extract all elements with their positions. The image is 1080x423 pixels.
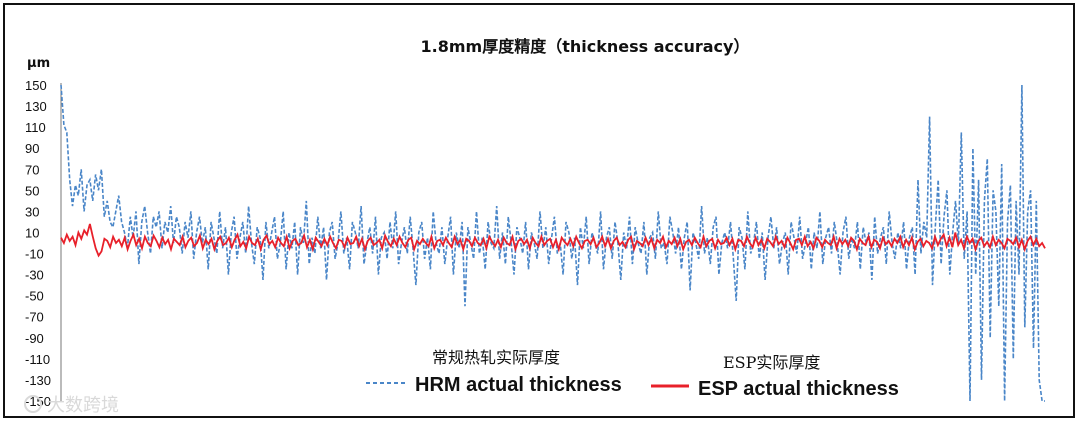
- legend-esp-cn-label: ESP实际厚度: [723, 353, 820, 372]
- y-tick-label: 50: [25, 183, 39, 198]
- y-tick-label: -90: [25, 331, 44, 346]
- series-layer: [60, 84, 1046, 402]
- legend-esp-label: ESP actual thickness: [698, 378, 899, 400]
- y-tick-label: 70: [25, 162, 39, 177]
- y-tick-label: -10: [25, 247, 44, 262]
- y-tick-label: 150: [25, 78, 47, 93]
- y-tick-label: 30: [25, 204, 39, 219]
- series-hrm-line: [60, 84, 1045, 402]
- y-tick-label: -30: [25, 268, 44, 283]
- watermark: 大数跨境: [24, 395, 119, 416]
- series-esp-line: [60, 223, 1046, 258]
- y-tick-label: -70: [25, 310, 44, 325]
- y-tick-label: 90: [25, 141, 39, 156]
- y-tick-label: 130: [25, 99, 47, 114]
- y-tick-label: -130: [25, 373, 51, 388]
- y-tick-label: -110: [25, 352, 50, 367]
- thickness-accuracy-chart: 1.8mm厚度精度（thickness accuracy） μm 1501301…: [24, 37, 1046, 416]
- legend-hrm-cn-label: 常规热轧实际厚度: [432, 348, 560, 367]
- y-tick-label: -50: [25, 289, 44, 304]
- camera-icon: [24, 395, 42, 413]
- y-tick-label: 110: [25, 120, 46, 135]
- y-axis-ticks: 150 130 110 90 70 50 30 10 -10 -30 -50 -70 -90 -110 -1…: [25, 78, 51, 409]
- y-tick-label: -150: [25, 394, 51, 409]
- chart-frame: 1.8mm厚度精度（thickness accuracy） μm 150 130 1…: [3, 3, 1075, 418]
- legend: 常规热轧实际厚度 ESP实际厚度 HRM actual thickness ES…: [366, 348, 899, 400]
- watermark-text: 大数跨境: [47, 395, 119, 416]
- chart-title: 1.8mm厚度精度（thickness accuracy）: [421, 37, 750, 56]
- y-axis-unit-label: μm: [27, 56, 50, 71]
- y-tick-label: 10: [25, 225, 39, 240]
- legend-hrm-label: HRM actual thickness: [415, 374, 622, 396]
